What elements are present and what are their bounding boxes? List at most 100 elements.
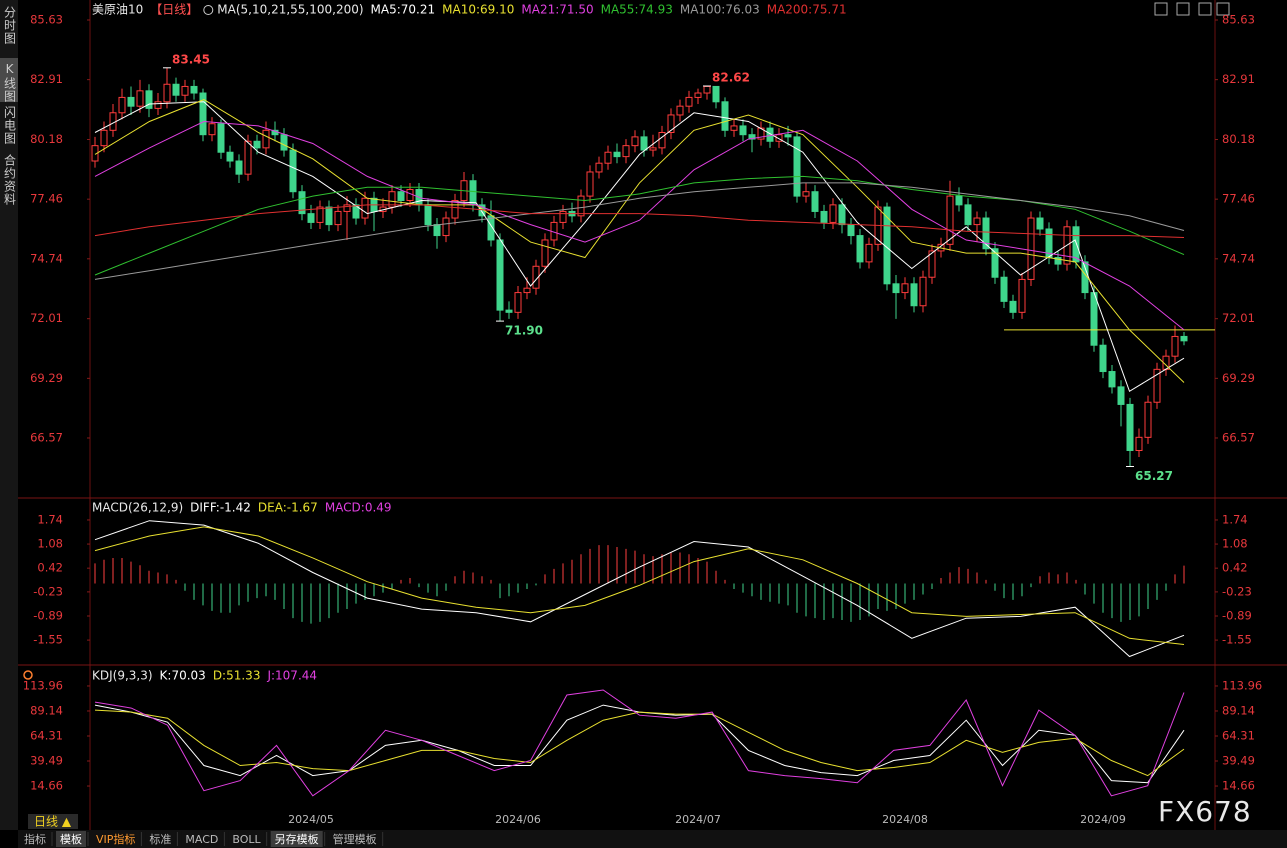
candle-body bbox=[712, 85, 720, 103]
indicator-line bbox=[94, 101, 1185, 393]
candle-body bbox=[622, 145, 630, 158]
candle-body bbox=[577, 195, 585, 217]
candle-body bbox=[793, 136, 801, 197]
candle-body bbox=[901, 283, 909, 294]
candle-body bbox=[136, 90, 144, 107]
candle-body bbox=[190, 85, 198, 94]
candle-body bbox=[640, 136, 648, 151]
y-tick-label-right: 14.66 bbox=[1222, 779, 1255, 793]
y-tick-label: 66.57 bbox=[30, 430, 63, 444]
candle-body bbox=[496, 239, 504, 311]
indicator-line bbox=[94, 689, 1185, 797]
extreme-label: 65.27 bbox=[1135, 469, 1173, 483]
x-tick-label: 2024/09 bbox=[1080, 813, 1126, 826]
toolbar-tab[interactable]: BOLL bbox=[232, 833, 261, 846]
legend-item: MA21:71.50 bbox=[521, 3, 593, 17]
x-tick-label: 2024/07 bbox=[675, 813, 721, 826]
toolbar-tab[interactable]: 另存模板 bbox=[275, 832, 319, 846]
legend-item: MA55:74.93 bbox=[601, 3, 673, 17]
indicator-line bbox=[94, 204, 1185, 238]
y-tick-label: 1.08 bbox=[37, 537, 63, 551]
button[interactable] bbox=[1176, 2, 1190, 16]
candle-body bbox=[1036, 217, 1044, 230]
y-tick-label: -0.23 bbox=[33, 584, 63, 598]
legend-item: KDJ(9,3,3) bbox=[92, 669, 153, 683]
extreme-label: 82.62 bbox=[712, 71, 750, 85]
candle-body bbox=[892, 283, 900, 294]
sidebar bbox=[0, 0, 18, 830]
toolbar-tab[interactable]: MACD bbox=[185, 833, 218, 846]
candle-body bbox=[280, 134, 288, 151]
toolbar-tab[interactable]: 模板 bbox=[60, 832, 82, 846]
button[interactable] bbox=[1216, 2, 1230, 16]
toolbar-tab[interactable]: 指标 bbox=[24, 832, 46, 846]
candle-body bbox=[253, 140, 261, 149]
period-button[interactable]: 日线 ▲ bbox=[34, 815, 72, 829]
toolbar-tab-bg bbox=[92, 831, 140, 847]
toolbar-tab-bg bbox=[270, 831, 323, 847]
y-tick-label: -1.55 bbox=[33, 633, 63, 647]
candle-body bbox=[352, 204, 360, 219]
y-tick-label-right: 77.46 bbox=[1222, 192, 1255, 206]
y-tick-label: 1.74 bbox=[37, 512, 63, 526]
candle-body bbox=[1135, 436, 1143, 451]
indicator-line bbox=[94, 175, 1185, 276]
candle-body bbox=[325, 206, 333, 226]
candle-body bbox=[1180, 335, 1188, 342]
candle-body bbox=[343, 204, 351, 212]
y-tick-label: 80.18 bbox=[30, 132, 63, 146]
y-tick-label-right: 82.91 bbox=[1222, 72, 1255, 86]
candle-body bbox=[181, 85, 189, 96]
y-tick-label-right: 85.63 bbox=[1222, 13, 1255, 27]
toolbar-tab[interactable]: 管理模板 bbox=[333, 832, 377, 846]
candle-body bbox=[775, 134, 783, 142]
legend-item: DIFF:-1.42 bbox=[190, 501, 251, 515]
sidebar-tab[interactable]: 合约资料 bbox=[3, 153, 17, 206]
candle-body bbox=[667, 114, 675, 133]
x-tick-label: 2024/05 bbox=[288, 813, 334, 826]
candle-body bbox=[1009, 300, 1017, 313]
sidebar-tab[interactable]: 分时图 bbox=[3, 6, 17, 45]
candle-body bbox=[964, 204, 972, 226]
candle-body bbox=[928, 250, 936, 278]
toolbar-tab-bg bbox=[145, 831, 176, 847]
y-tick-label-right: -0.89 bbox=[1222, 608, 1252, 622]
toolbar-tab-bg bbox=[228, 831, 265, 847]
ma-toggle[interactable] bbox=[203, 5, 214, 15]
button[interactable] bbox=[1198, 2, 1212, 16]
x-tick-label: 2024/06 bbox=[495, 813, 541, 826]
legend-item: DEA:-1.67 bbox=[258, 501, 318, 515]
candle-body bbox=[91, 145, 99, 162]
y-tick-label: 77.46 bbox=[30, 192, 63, 206]
candle-body bbox=[838, 204, 846, 226]
toolbar-tab[interactable]: VIP指标 bbox=[96, 832, 135, 846]
y-tick-label-right: 1.74 bbox=[1222, 512, 1248, 526]
y-tick-label: -0.89 bbox=[33, 608, 63, 622]
toolbar-tab[interactable]: 标准 bbox=[149, 832, 171, 846]
sidebar-tab[interactable]: K线图 bbox=[3, 62, 17, 103]
toolbar-tab-bg bbox=[56, 831, 86, 847]
candle-body bbox=[154, 101, 162, 109]
candle-body bbox=[748, 134, 756, 140]
settings-icon[interactable] bbox=[23, 670, 33, 680]
candle-body bbox=[244, 140, 252, 175]
candle-body bbox=[289, 149, 297, 193]
candle-body bbox=[235, 160, 243, 175]
candle-body bbox=[982, 217, 990, 250]
candle-body bbox=[1018, 278, 1026, 313]
candle-body bbox=[523, 287, 531, 294]
candle-body bbox=[226, 151, 234, 162]
legend-item: MA200:75.71 bbox=[767, 3, 847, 17]
candle-body bbox=[802, 191, 810, 197]
legend-item: 【日线】 bbox=[150, 3, 198, 17]
sidebar-tab[interactable]: 闪电图 bbox=[3, 106, 17, 145]
candle-body bbox=[217, 123, 225, 153]
candle-body bbox=[829, 204, 837, 223]
candle-body bbox=[739, 125, 747, 136]
legend-item: MACD(26,12,9) bbox=[92, 501, 183, 515]
candle-body bbox=[1090, 292, 1098, 346]
candle-body bbox=[100, 129, 108, 147]
candle-body bbox=[955, 195, 963, 206]
button[interactable] bbox=[1154, 2, 1168, 16]
